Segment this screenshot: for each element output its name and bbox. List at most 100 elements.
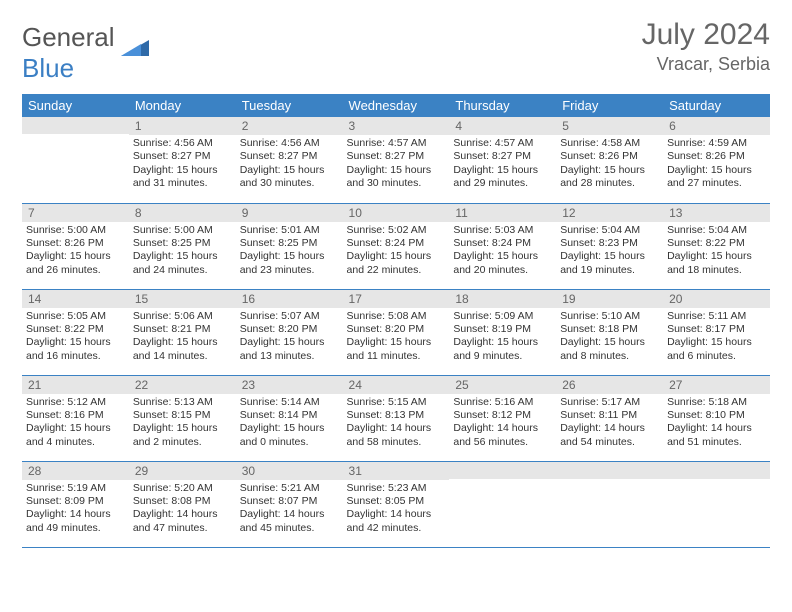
- day-body: Sunrise: 5:10 AMSunset: 8:18 PMDaylight:…: [556, 308, 663, 368]
- day-line: Sunrise: 5:16 AM: [453, 396, 552, 409]
- day-line: Sunrise: 5:08 AM: [347, 310, 446, 323]
- day-body: Sunrise: 5:04 AMSunset: 8:22 PMDaylight:…: [663, 222, 770, 282]
- day-number: 6: [663, 117, 770, 135]
- day-number: 31: [343, 462, 450, 480]
- day-body: Sunrise: 5:16 AMSunset: 8:12 PMDaylight:…: [449, 394, 556, 454]
- day-body: Sunrise: 5:12 AMSunset: 8:16 PMDaylight:…: [22, 394, 129, 454]
- day-body: Sunrise: 4:56 AMSunset: 8:27 PMDaylight:…: [236, 135, 343, 195]
- day-line: Sunrise: 5:13 AM: [133, 396, 232, 409]
- day-body: Sunrise: 5:14 AMSunset: 8:14 PMDaylight:…: [236, 394, 343, 454]
- day-line: Sunset: 8:25 PM: [133, 237, 232, 250]
- day-line: Daylight: 15 hours: [240, 164, 339, 177]
- day-number: 24: [343, 376, 450, 394]
- day-cell: 4Sunrise: 4:57 AMSunset: 8:27 PMDaylight…: [449, 117, 556, 203]
- day-line: Sunset: 8:27 PM: [133, 150, 232, 163]
- day-cell: 5Sunrise: 4:58 AMSunset: 8:26 PMDaylight…: [556, 117, 663, 203]
- day-cell: 10Sunrise: 5:02 AMSunset: 8:24 PMDayligh…: [343, 203, 450, 289]
- day-number: 3: [343, 117, 450, 135]
- day-line: Sunset: 8:26 PM: [667, 150, 766, 163]
- day-line: Daylight: 14 hours: [240, 508, 339, 521]
- day-cell: 27Sunrise: 5:18 AMSunset: 8:10 PMDayligh…: [663, 375, 770, 461]
- day-line: Sunset: 8:24 PM: [453, 237, 552, 250]
- dayname-row: SundayMondayTuesdayWednesdayThursdayFrid…: [22, 94, 770, 117]
- day-line: Sunset: 8:26 PM: [26, 237, 125, 250]
- day-body: [22, 134, 129, 140]
- day-line: Daylight: 15 hours: [26, 250, 125, 263]
- day-number: 12: [556, 204, 663, 222]
- day-line: and 29 minutes.: [453, 177, 552, 190]
- day-line: Sunset: 8:27 PM: [347, 150, 446, 163]
- day-cell: 21Sunrise: 5:12 AMSunset: 8:16 PMDayligh…: [22, 375, 129, 461]
- day-body: Sunrise: 5:00 AMSunset: 8:26 PMDaylight:…: [22, 222, 129, 282]
- day-line: Sunrise: 4:58 AM: [560, 137, 659, 150]
- day-body: Sunrise: 4:59 AMSunset: 8:26 PMDaylight:…: [663, 135, 770, 195]
- day-line: and 4 minutes.: [26, 436, 125, 449]
- day-line: Sunrise: 5:04 AM: [667, 224, 766, 237]
- day-line: Daylight: 15 hours: [240, 250, 339, 263]
- dayname-2: Tuesday: [236, 94, 343, 117]
- week-row: 1Sunrise: 4:56 AMSunset: 8:27 PMDaylight…: [22, 117, 770, 203]
- day-line: Sunrise: 5:12 AM: [26, 396, 125, 409]
- day-body: Sunrise: 4:57 AMSunset: 8:27 PMDaylight:…: [449, 135, 556, 195]
- day-line: Sunset: 8:20 PM: [240, 323, 339, 336]
- day-number: 25: [449, 376, 556, 394]
- day-body: [449, 479, 556, 485]
- day-line: and 22 minutes.: [347, 264, 446, 277]
- day-number: [663, 462, 770, 479]
- day-line: Sunrise: 5:17 AM: [560, 396, 659, 409]
- day-cell: 15Sunrise: 5:06 AMSunset: 8:21 PMDayligh…: [129, 289, 236, 375]
- day-line: Sunset: 8:20 PM: [347, 323, 446, 336]
- day-line: Sunset: 8:12 PM: [453, 409, 552, 422]
- day-line: Sunset: 8:14 PM: [240, 409, 339, 422]
- day-number: 21: [22, 376, 129, 394]
- day-body: [663, 479, 770, 485]
- brand-triangle-icon: [121, 36, 149, 61]
- day-line: Sunset: 8:22 PM: [26, 323, 125, 336]
- day-number: 15: [129, 290, 236, 308]
- day-cell: 25Sunrise: 5:16 AMSunset: 8:12 PMDayligh…: [449, 375, 556, 461]
- day-line: and 30 minutes.: [240, 177, 339, 190]
- month-title: July 2024: [642, 18, 770, 52]
- day-line: and 56 minutes.: [453, 436, 552, 449]
- day-body: Sunrise: 5:04 AMSunset: 8:23 PMDaylight:…: [556, 222, 663, 282]
- day-number: 17: [343, 290, 450, 308]
- day-cell: 2Sunrise: 4:56 AMSunset: 8:27 PMDaylight…: [236, 117, 343, 203]
- day-line: Sunset: 8:22 PM: [667, 237, 766, 250]
- day-line: Sunrise: 5:05 AM: [26, 310, 125, 323]
- day-number: 19: [556, 290, 663, 308]
- day-line: Daylight: 15 hours: [347, 336, 446, 349]
- day-line: Sunrise: 4:57 AM: [347, 137, 446, 150]
- day-number: [449, 462, 556, 479]
- day-body: Sunrise: 5:07 AMSunset: 8:20 PMDaylight:…: [236, 308, 343, 368]
- day-cell: 16Sunrise: 5:07 AMSunset: 8:20 PMDayligh…: [236, 289, 343, 375]
- day-line: and 30 minutes.: [347, 177, 446, 190]
- day-cell: 30Sunrise: 5:21 AMSunset: 8:07 PMDayligh…: [236, 461, 343, 547]
- day-body: Sunrise: 5:23 AMSunset: 8:05 PMDaylight:…: [343, 480, 450, 540]
- day-line: Daylight: 15 hours: [453, 250, 552, 263]
- day-cell: 7Sunrise: 5:00 AMSunset: 8:26 PMDaylight…: [22, 203, 129, 289]
- day-number: 2: [236, 117, 343, 135]
- day-number: 26: [556, 376, 663, 394]
- day-line: Daylight: 15 hours: [560, 336, 659, 349]
- day-body: Sunrise: 5:01 AMSunset: 8:25 PMDaylight:…: [236, 222, 343, 282]
- day-line: Sunrise: 5:19 AM: [26, 482, 125, 495]
- day-number: [22, 117, 129, 134]
- dayname-0: Sunday: [22, 94, 129, 117]
- day-line: and 24 minutes.: [133, 264, 232, 277]
- day-number: 30: [236, 462, 343, 480]
- day-cell: [556, 461, 663, 547]
- day-cell: 23Sunrise: 5:14 AMSunset: 8:14 PMDayligh…: [236, 375, 343, 461]
- day-cell: 12Sunrise: 5:04 AMSunset: 8:23 PMDayligh…: [556, 203, 663, 289]
- day-cell: 18Sunrise: 5:09 AMSunset: 8:19 PMDayligh…: [449, 289, 556, 375]
- day-line: Daylight: 15 hours: [667, 250, 766, 263]
- day-line: Sunrise: 5:00 AM: [26, 224, 125, 237]
- day-cell: 26Sunrise: 5:17 AMSunset: 8:11 PMDayligh…: [556, 375, 663, 461]
- day-line: Sunset: 8:05 PM: [347, 495, 446, 508]
- day-line: Daylight: 15 hours: [453, 336, 552, 349]
- day-line: Sunrise: 5:11 AM: [667, 310, 766, 323]
- day-line: Daylight: 15 hours: [240, 422, 339, 435]
- day-body: Sunrise: 4:58 AMSunset: 8:26 PMDaylight:…: [556, 135, 663, 195]
- day-line: Sunrise: 4:57 AM: [453, 137, 552, 150]
- day-line: and 28 minutes.: [560, 177, 659, 190]
- day-cell: 3Sunrise: 4:57 AMSunset: 8:27 PMDaylight…: [343, 117, 450, 203]
